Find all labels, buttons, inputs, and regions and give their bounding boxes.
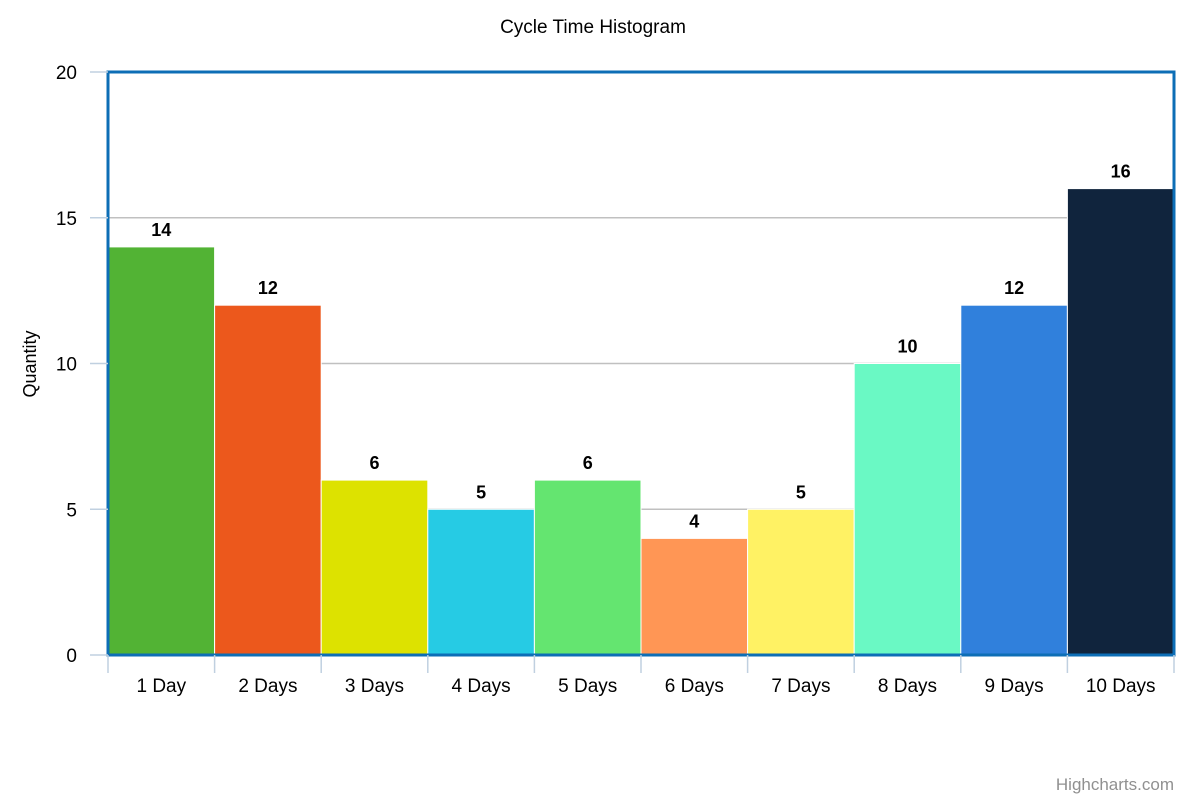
bar-3[interactable] (320, 479, 429, 656)
data-label: 4 (689, 511, 699, 531)
data-label: 10 (897, 337, 917, 357)
x-tick-label: 3 Days (345, 676, 404, 697)
x-tick-label: 8 Days (878, 676, 937, 697)
y-axis-title: Quantity (20, 330, 40, 397)
bar-6[interactable] (640, 537, 749, 656)
y-tick-label: 15 (56, 209, 77, 230)
bars (107, 188, 1175, 656)
chart-title: Cycle Time Histogram (500, 17, 686, 38)
y-axis-ticks: 0 5 10 15 20 (56, 63, 108, 667)
bar-7[interactable] (747, 508, 855, 656)
x-tick-label: 1 Day (136, 676, 186, 697)
x-axis-ticks: 1 Day 2 Days 3 Days 4 Days 5 Days 6 Days 7 Day… (107, 655, 1175, 697)
y-tick-label: 20 (56, 63, 77, 84)
y-tick-label: 10 (56, 355, 77, 376)
data-label: 12 (1004, 278, 1024, 298)
data-label: 14 (151, 220, 171, 240)
bar-2[interactable] (214, 304, 322, 656)
x-tick-label: 5 Days (558, 676, 617, 697)
y-tick-label: 5 (66, 500, 77, 521)
data-label: 6 (583, 453, 593, 473)
bar-10[interactable] (1066, 188, 1175, 656)
x-tick-label: 6 Days (665, 676, 724, 697)
data-label: 12 (258, 278, 278, 298)
data-labels: 14 12 6 5 6 4 5 10 12 16 (151, 162, 1130, 532)
bar-8[interactable] (853, 363, 962, 656)
x-tick-label: 9 Days (985, 676, 1044, 697)
y-tick-label: 0 (66, 646, 77, 667)
data-label: 16 (1111, 162, 1131, 182)
bar-4[interactable] (427, 508, 535, 656)
credits-link[interactable]: Highcharts.com (1056, 775, 1174, 794)
data-label: 5 (796, 482, 806, 502)
bar-9[interactable] (960, 304, 1068, 656)
x-tick-label: 10 Days (1086, 676, 1156, 697)
data-label: 5 (476, 482, 486, 502)
x-tick-label: 7 Days (771, 676, 830, 697)
x-tick-label: 4 Days (452, 676, 511, 697)
x-tick-label: 2 Days (238, 676, 297, 697)
bar-1[interactable] (107, 246, 216, 656)
bar-5[interactable] (533, 479, 642, 656)
data-label: 6 (369, 453, 379, 473)
